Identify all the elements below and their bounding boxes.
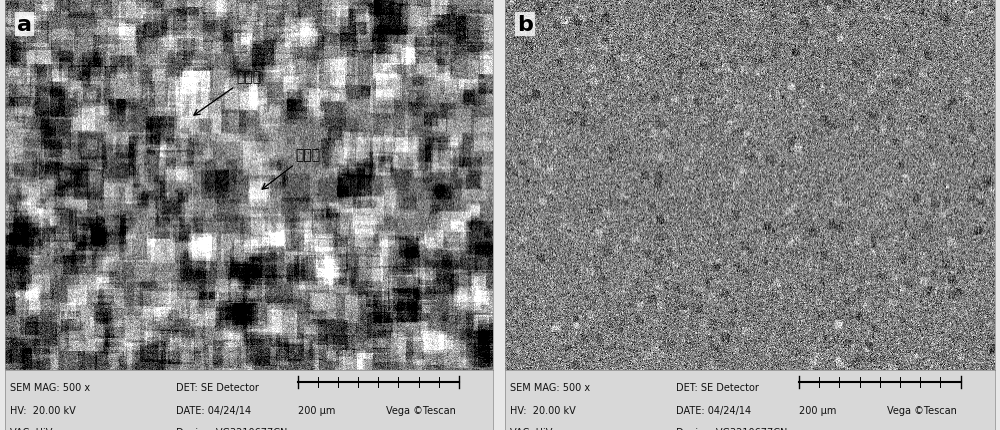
Text: HV:  20.00 kV: HV: 20.00 kV [510, 405, 576, 415]
Text: DATE: 04/24/14: DATE: 04/24/14 [176, 405, 251, 415]
Text: b: b [517, 15, 533, 35]
Text: VAC: HiVac: VAC: HiVac [510, 427, 563, 430]
Text: Vega ©Tescan: Vega ©Tescan [386, 405, 456, 415]
Text: HV:  20.00 kV: HV: 20.00 kV [10, 405, 76, 415]
Text: Device: VG3210677CN: Device: VG3210677CN [676, 427, 788, 430]
Text: 200 μm: 200 μm [298, 405, 335, 415]
Text: Vega ©Tescan: Vega ©Tescan [887, 405, 957, 415]
Text: 200 μm: 200 μm [799, 405, 836, 415]
Text: a: a [17, 15, 32, 35]
Text: SEM MAG: 500 x: SEM MAG: 500 x [510, 382, 590, 392]
Text: SEM MAG: 500 x: SEM MAG: 500 x [10, 382, 90, 392]
Text: DET: SE Detector: DET: SE Detector [176, 382, 259, 392]
Text: Device: VG3210677CN: Device: VG3210677CN [176, 427, 287, 430]
Text: DATE: 04/24/14: DATE: 04/24/14 [676, 405, 752, 415]
Text: 富针相: 富针相 [194, 71, 262, 116]
Text: 富锢相: 富锢相 [262, 148, 320, 190]
Text: DET: SE Detector: DET: SE Detector [676, 382, 759, 392]
Text: VAC: HiVac: VAC: HiVac [10, 427, 63, 430]
